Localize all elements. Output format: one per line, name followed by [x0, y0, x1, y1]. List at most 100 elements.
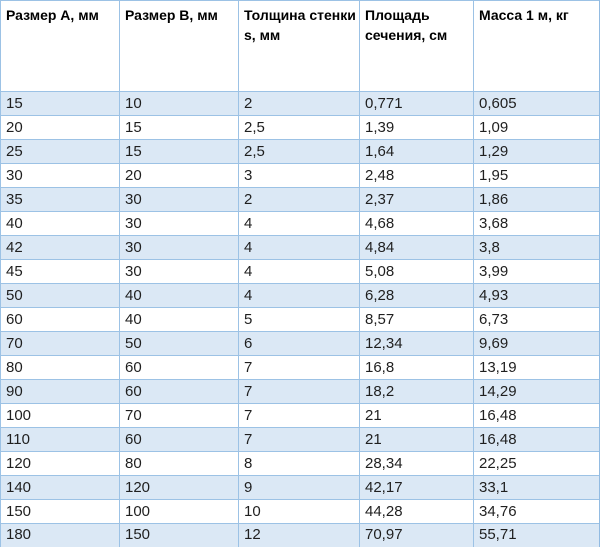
cell: 20	[0, 115, 120, 140]
cell: 14,29	[473, 379, 600, 404]
cell: 80	[0, 355, 120, 380]
cell: 18,2	[359, 379, 474, 404]
cell: 150	[119, 523, 239, 547]
cell: 2,5	[238, 115, 360, 140]
header-row: Размер A, мм Размер B, мм Толщина стенки s…	[0, 0, 600, 92]
cell: 0,771	[359, 91, 474, 116]
table-row: 40 30 4 4,68 3,68	[0, 211, 600, 236]
cell: 45	[0, 259, 120, 284]
cell: 4	[238, 259, 360, 284]
table-row: 20 15 2,5 1,39 1,09	[0, 115, 600, 140]
cell: 12	[238, 523, 360, 547]
table-row: 180 150 12 70,97 55,71	[0, 523, 600, 547]
column-header-3: Толщина стенки s, мм	[238, 0, 360, 92]
cell: 6	[238, 331, 360, 356]
cell: 4,68	[359, 211, 474, 236]
cell: 16,8	[359, 355, 474, 380]
table-row: 60 40 5 8,57 6,73	[0, 307, 600, 332]
cell: 12,34	[359, 331, 474, 356]
cell: 100	[119, 499, 239, 524]
table-row: 100 70 7 21 16,48	[0, 403, 600, 428]
cell: 4,93	[473, 283, 600, 308]
cell: 5,08	[359, 259, 474, 284]
cell: 3,99	[473, 259, 600, 284]
cell: 9,69	[473, 331, 600, 356]
cell: 55,71	[473, 523, 600, 547]
cell: 13,19	[473, 355, 600, 380]
cell: 5	[238, 307, 360, 332]
cell: 120	[0, 451, 120, 476]
cell: 4	[238, 211, 360, 236]
table-row: 35 30 2 2,37 1,86	[0, 187, 600, 212]
cell: 40	[0, 211, 120, 236]
cell: 1,29	[473, 139, 600, 164]
cell: 1,09	[473, 115, 600, 140]
column-header-5: Масса 1 м, кг	[473, 0, 600, 92]
cell: 10	[238, 499, 360, 524]
cell: 42,17	[359, 475, 474, 500]
cell: 60	[119, 355, 239, 380]
cell: 2,48	[359, 163, 474, 188]
table-row: 70 50 6 12,34 9,69	[0, 331, 600, 356]
cell: 180	[0, 523, 120, 547]
cell: 33,1	[473, 475, 600, 500]
cell: 120	[119, 475, 239, 500]
cell: 4	[238, 283, 360, 308]
column-header-1: Размер A, мм	[0, 0, 120, 92]
cell: 30	[0, 163, 120, 188]
column-header-4: Площадь сечения, см	[359, 0, 474, 92]
table-row: 25 15 2,5 1,64 1,29	[0, 139, 600, 164]
cell: 28,34	[359, 451, 474, 476]
cell: 50	[119, 331, 239, 356]
cell: 140	[0, 475, 120, 500]
column-header-2: Размер B, мм	[119, 0, 239, 92]
cell: 4	[238, 235, 360, 260]
cell: 34,76	[473, 499, 600, 524]
table-row: 42 30 4 4,84 3,8	[0, 235, 600, 260]
table-row: 150 100 10 44,28 34,76	[0, 499, 600, 524]
cell: 4,84	[359, 235, 474, 260]
table-row: 45 30 4 5,08 3,99	[0, 259, 600, 284]
cell: 6,28	[359, 283, 474, 308]
cell: 8,57	[359, 307, 474, 332]
cell: 30	[119, 259, 239, 284]
cell: 6,73	[473, 307, 600, 332]
cell: 60	[119, 379, 239, 404]
cell: 40	[119, 307, 239, 332]
cell: 100	[0, 403, 120, 428]
cell: 110	[0, 427, 120, 452]
cell: 90	[0, 379, 120, 404]
cell: 30	[119, 235, 239, 260]
cell: 2,5	[238, 139, 360, 164]
cell: 7	[238, 403, 360, 428]
cell: 2	[238, 187, 360, 212]
cell: 1,95	[473, 163, 600, 188]
cell: 40	[119, 283, 239, 308]
cell: 10	[119, 91, 239, 116]
cell: 44,28	[359, 499, 474, 524]
cell: 15	[119, 115, 239, 140]
cell: 7	[238, 379, 360, 404]
cell: 30	[119, 187, 239, 212]
cell: 8	[238, 451, 360, 476]
cell: 22,25	[473, 451, 600, 476]
table-row: 80 60 7 16,8 13,19	[0, 355, 600, 380]
cell: 80	[119, 451, 239, 476]
cell: 150	[0, 499, 120, 524]
cell: 15	[0, 91, 120, 116]
cell: 15	[119, 139, 239, 164]
cell: 70,97	[359, 523, 474, 547]
cell: 1,86	[473, 187, 600, 212]
cell: 7	[238, 355, 360, 380]
cell: 42	[0, 235, 120, 260]
cell: 21	[359, 403, 474, 428]
table-body: 15 10 2 0,771 0,605 20 15 2,5 1,39 1,09 25 15 2,5 1,6…	[0, 91, 600, 547]
table-row: 140 120 9 42,17 33,1	[0, 475, 600, 500]
cell: 0,605	[473, 91, 600, 116]
cell: 20	[119, 163, 239, 188]
cell: 2,37	[359, 187, 474, 212]
table-row: 15 10 2 0,771 0,605	[0, 91, 600, 116]
cell: 60	[119, 427, 239, 452]
